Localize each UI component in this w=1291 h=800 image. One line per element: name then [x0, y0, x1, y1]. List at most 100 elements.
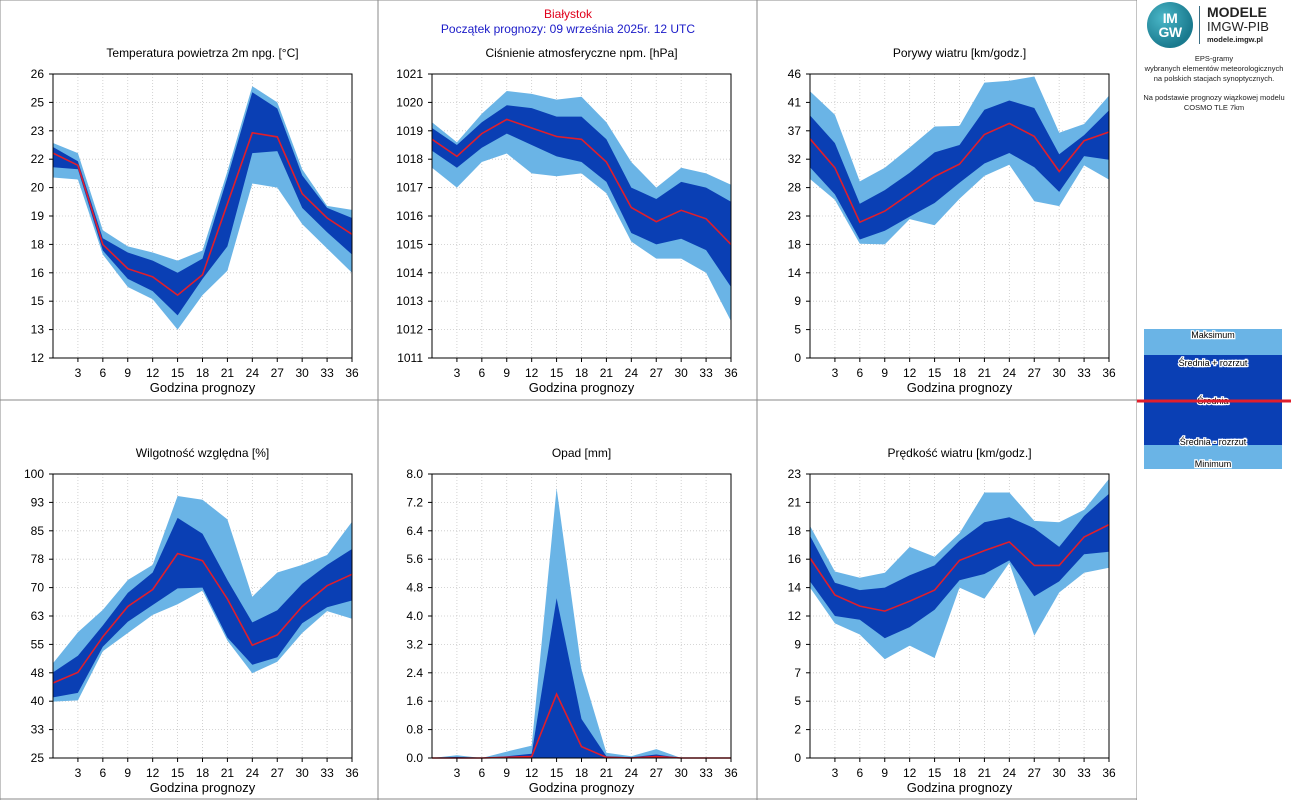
x-tick-label: 12: [903, 766, 917, 780]
legend-outer-top: [1144, 329, 1282, 355]
y-tick-label: 25: [31, 95, 45, 109]
y-tick-label: 13: [31, 323, 45, 337]
chart-5: Prędkość wiatru [km/godz.] 0 2 5 7 9 12 14 16 18 2…: [788, 446, 1116, 795]
x-tick-label: 9: [881, 366, 888, 380]
y-tick-label: 9: [794, 637, 801, 651]
mean-line: [52, 131, 353, 297]
x-tick-label: 3: [75, 766, 82, 780]
x-tick-label: 9: [881, 766, 888, 780]
chart-title: Opad [mm]: [552, 446, 611, 460]
y-tick-label: 1020: [396, 95, 423, 109]
y-tick-label: 18: [31, 237, 45, 251]
y-tick-label: 78: [31, 552, 45, 566]
y-tick-label: 100: [24, 467, 44, 481]
x-tick-label: 18: [196, 766, 210, 780]
y-tick-label: 14: [788, 581, 802, 595]
chart-4: Opad [mm] 0.0 0.8 1.6 2.4 3.2 4.0 4.8 5.6 6.4 7.2 8…: [406, 446, 738, 795]
y-tick-label: 41: [788, 95, 802, 109]
x-tick-label: 30: [674, 766, 688, 780]
legend-plus-label: Średnia + rozrzut: [1179, 357, 1248, 368]
x-tick-label: 18: [953, 766, 967, 780]
y-tick-label: 63: [31, 609, 45, 623]
chart-1: Ciśnienie atmosferyczne npm. [hPa] 1011 10…: [396, 46, 738, 395]
x-tick-label: 15: [171, 766, 185, 780]
x-tick-label: 18: [196, 366, 210, 380]
x-tick-label: 3: [454, 366, 461, 380]
y-tick-label: 22: [31, 152, 45, 166]
y-tick-label: 3.2: [406, 637, 423, 651]
x-tick-label: 3: [454, 766, 461, 780]
x-tick-label: 27: [271, 766, 285, 780]
chart-3: Wilgotność względna [%]25334048556370788…: [24, 446, 359, 795]
forecast-start: Początek prognozy: 09 września 2025r. 12…: [440, 22, 696, 36]
y-tick-label: 7: [794, 666, 801, 680]
y-tick-label: 6.4: [406, 524, 423, 538]
y-tick-label: 1012: [396, 323, 423, 337]
x-tick-label: 36: [1102, 766, 1116, 780]
y-tick-label: 23: [31, 124, 45, 138]
y-tick-label: 2.4: [406, 666, 423, 680]
sidebar-description: EPS-gramy wybranych elementów meteorolog…: [1143, 54, 1285, 112]
x-axis-label: Godzina prognozy: [529, 780, 635, 795]
y-tick-label: 26: [31, 67, 45, 81]
x-axis-label: Godzina prognozy: [907, 780, 1013, 795]
band-spread: [432, 598, 731, 758]
x-tick-label: 9: [503, 766, 510, 780]
x-tick-label: 33: [1077, 366, 1091, 380]
x-tick-label: 21: [978, 766, 992, 780]
x-axis-label: Godzina prognozy: [529, 380, 635, 395]
chart-title: Wilgotność względna [%]: [136, 446, 269, 460]
y-tick-label: 9: [794, 294, 801, 308]
y-tick-label: 0: [794, 751, 801, 765]
x-tick-label: 21: [600, 366, 614, 380]
x-tick-label: 33: [699, 766, 713, 780]
x-tick-label: 27: [271, 366, 285, 380]
band-spread: [53, 92, 352, 316]
x-axis-label: Godzina prognozy: [150, 380, 256, 395]
y-tick-label: 8.0: [406, 467, 423, 481]
legend-max-label: Maksimum: [1191, 330, 1235, 340]
x-tick-label: 24: [625, 366, 639, 380]
chart-title: Porywy wiatru [km/godz.]: [893, 46, 1026, 60]
x-tick-label: 21: [978, 366, 992, 380]
mean-line: [431, 118, 732, 245]
x-tick-label: 36: [724, 766, 738, 780]
logo-imgw: IMGW-PIB: [1207, 19, 1269, 34]
y-tick-label: 55: [31, 637, 45, 651]
x-tick-label: 24: [1003, 766, 1017, 780]
x-tick-label: 6: [99, 366, 106, 380]
x-tick-label: 15: [928, 766, 942, 780]
x-tick-label: 9: [124, 766, 131, 780]
y-tick-label: 40: [31, 694, 45, 708]
x-tick-label: 15: [171, 366, 185, 380]
y-tick-label: 25: [31, 751, 45, 765]
y-tick-label: 0.0: [406, 751, 423, 765]
x-tick-label: 36: [345, 766, 359, 780]
eps-charts-grid: Temperatura powietrza 2m npg. [°C] 12 13 15…: [0, 0, 1137, 800]
x-tick-label: 12: [903, 366, 917, 380]
y-tick-label: 19: [31, 209, 45, 223]
band-spread: [432, 105, 731, 287]
x-tick-label: 33: [320, 366, 334, 380]
x-tick-label: 21: [221, 766, 235, 780]
y-tick-label: 0: [794, 351, 801, 365]
y-tick-label: 1019: [396, 124, 423, 138]
mean-line: [809, 122, 1110, 224]
x-tick-label: 6: [856, 766, 863, 780]
y-tick-label: 1.6: [406, 694, 423, 708]
y-tick-label: 15: [31, 294, 45, 308]
y-tick-label: 14: [788, 266, 802, 280]
x-tick-label: 30: [1052, 766, 1066, 780]
band-spread: [810, 493, 1109, 639]
x-tick-label: 33: [1077, 766, 1091, 780]
x-tick-label: 12: [146, 766, 160, 780]
x-tick-label: 3: [75, 366, 82, 380]
logo-initials: IM GW: [1158, 10, 1182, 40]
x-tick-label: 24: [1003, 366, 1017, 380]
y-tick-label: 4.0: [406, 609, 423, 623]
x-tick-label: 36: [345, 366, 359, 380]
y-tick-label: 70: [31, 581, 45, 595]
x-tick-label: 6: [99, 766, 106, 780]
y-tick-label: 12: [788, 609, 802, 623]
chart-0: Temperatura powietrza 2m npg. [°C] 12 13 15…: [31, 46, 359, 395]
